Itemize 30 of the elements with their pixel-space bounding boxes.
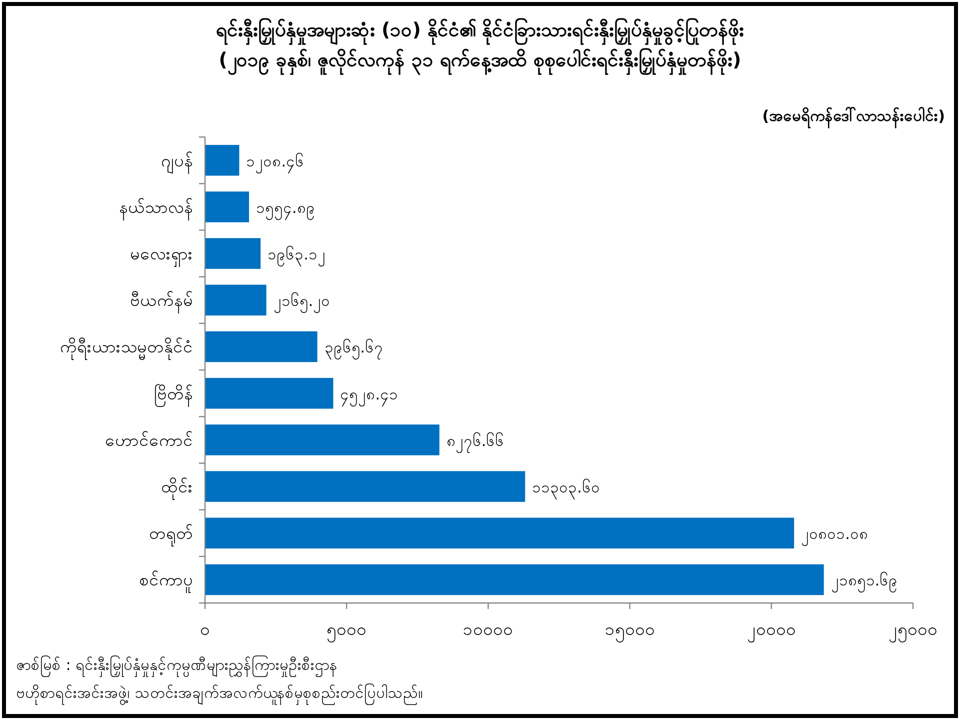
data-label: ၄၅၂၈.၄၁	[340, 385, 398, 406]
y-tick-label: မလေးရှား	[130, 244, 193, 268]
x-tick-label: ၅၀၀၀	[326, 620, 367, 643]
x-tick-label: ၀	[200, 620, 210, 640]
y-tick-label: ဗြိတိန်	[154, 383, 193, 408]
data-label: ၁၁၃၀၃.၆၀	[532, 478, 600, 500]
x-tick-label: ၁၀၀၀၀	[463, 620, 514, 640]
y-tick-label: ဂျပန်	[161, 151, 193, 174]
data-label: ၂၀၈၀၁.၀၈	[801, 525, 868, 546]
y-tick-label: စင်ကာပူ	[139, 570, 193, 594]
data-label: ၈၂၇၆.၆၆	[446, 432, 504, 453]
data-label: ၂၁၈၅၁.၆၉	[830, 572, 898, 593]
y-tick-label: နယ်သာလန်	[119, 198, 193, 221]
data-label: ၁၉၆၃.၁၂	[268, 246, 326, 266]
x-tick-label: ၂၀၀၀၀	[746, 620, 796, 643]
x-tick-label: ၂၅၀၀၀	[888, 620, 938, 643]
x-tick-label: ၁၅၀၀၀	[604, 620, 655, 643]
y-tick-label: ကိုရီးယားသမ္မတနိုင်ငံ	[60, 338, 193, 361]
y-tick-label: ထိုင်း	[161, 478, 193, 500]
y-tick-label: ဟောင်ကောင်	[105, 430, 193, 451]
text: ဇာစ်မြစ် : ရင်းနှီးမြှုပ်နှံမှုနှင့်ကုမ္ပဏီများညွှန်ကြားမှုဦးစီးဌာန ဗဟိုစာရင်းအင်းအဖွဲ့၊ သတင်းအချက်အလက်ယူနစ်မှစုစည်းတင်ပြပါသည်။	[16, 655, 423, 705]
chart-title: ရင်းနှီးမြှုပ်နှံမှုအများဆုံး (၁၀) နိုင်ငံ၏ နိုင်ငံခြားသားရင်းနှီးမြှုပ်နှံမှုခွင့်ပြုတန်ဖိုး	[216, 16, 744, 46]
data-label: ၁၅၅၄.၈၉	[256, 198, 315, 220]
text: (အမေရိကန်ဒေါ်လာသန်းပေါင်း)	[762, 106, 945, 129]
data-label: ၃၉၆၅.၆၇	[324, 338, 384, 360]
data-label: ၂၁၆၅.၂၀	[273, 292, 330, 314]
chart-subtitle: (၂၀၁၉ ခုနှစ်၊ ဇူလိုင်လကုန် ၃၁ ရက်နေ့အထိ စုစုပေါင်းရင်းနှီးမြှုပ်နှံမှုတန်ဖိုး)	[218, 46, 742, 76]
y-tick-label: တရုတ်	[149, 524, 193, 548]
data-label: ၁၂၀၈.၄၆	[246, 152, 304, 174]
y-tick-label: ဗီယက်နမ်	[130, 291, 193, 314]
